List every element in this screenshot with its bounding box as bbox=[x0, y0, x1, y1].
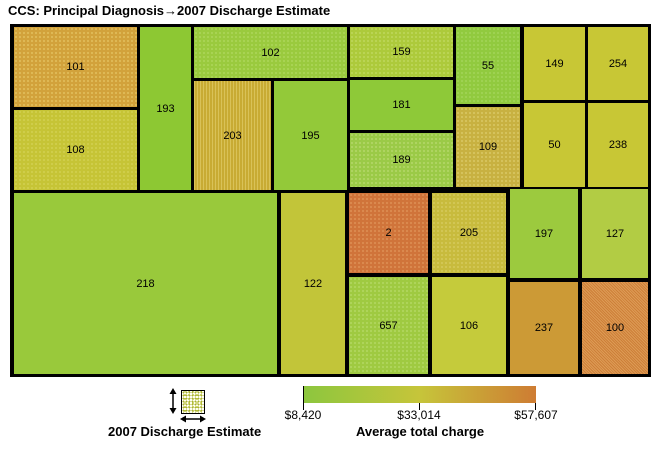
treemap-cell-203[interactable]: 203 bbox=[194, 81, 271, 190]
color-legend-min-label: $8,420 bbox=[284, 408, 322, 422]
color-legend-tick-min bbox=[303, 386, 304, 410]
treemap-cell-159[interactable]: 159 bbox=[350, 27, 453, 77]
treemap: 101 193 102 159 55 149 254 181 203 195 50 238 109 108… bbox=[10, 24, 651, 377]
treemap-cell-149[interactable]: 149 bbox=[524, 27, 585, 100]
treemap-cell-106[interactable]: 106 bbox=[432, 277, 506, 374]
treemap-cell-237[interactable]: 237 bbox=[510, 282, 578, 374]
treemap-cell-197[interactable]: 197 bbox=[510, 189, 578, 278]
treemap-cell-205[interactable]: 205 bbox=[432, 193, 506, 273]
horizontal-resize-arrow-icon bbox=[180, 415, 206, 423]
color-legend-gradient-bar bbox=[303, 386, 536, 403]
color-legend-tick-max bbox=[535, 403, 536, 410]
treemap-cell-181[interactable]: 181 bbox=[350, 80, 453, 130]
treemap-cell-238[interactable]: 238 bbox=[588, 103, 648, 187]
vertical-resize-arrow-icon bbox=[169, 388, 177, 414]
treemap-cell-55[interactable]: 55 bbox=[456, 27, 520, 104]
treemap-cell-657[interactable]: 657 bbox=[349, 277, 428, 374]
treemap-cell-218[interactable]: 218 bbox=[14, 193, 277, 374]
treemap-cell-100[interactable]: 100 bbox=[582, 282, 648, 374]
treemap-cell-189[interactable]: 189 bbox=[350, 133, 453, 187]
size-legend-label: 2007 Discharge Estimate bbox=[108, 424, 262, 439]
treemap-cell-2[interactable]: 2 bbox=[349, 193, 428, 273]
treemap-cell-122[interactable]: 122 bbox=[281, 193, 345, 374]
treemap-cell-102[interactable]: 102 bbox=[194, 27, 347, 78]
treemap-cell-108[interactable]: 108 bbox=[14, 110, 137, 190]
treemap-cell-254[interactable]: 254 bbox=[588, 27, 648, 100]
color-legend-tick-mid bbox=[419, 403, 420, 410]
color-legend-mid-label: $33,014 bbox=[397, 408, 441, 422]
treemap-cell-127[interactable]: 127 bbox=[582, 189, 648, 278]
treemap-cell-50[interactable]: 50 bbox=[524, 103, 585, 187]
treemap-cell-109[interactable]: 109 bbox=[456, 107, 520, 187]
size-legend-swatch bbox=[181, 390, 205, 414]
color-legend-title: Average total charge bbox=[355, 424, 485, 439]
treemap-cell-195[interactable]: 195 bbox=[274, 81, 347, 190]
page-title: CCS: Principal Diagnosis→2007 Discharge … bbox=[8, 3, 331, 18]
treemap-cell-101[interactable]: 101 bbox=[14, 27, 137, 107]
treemap-cell-193[interactable]: 193 bbox=[140, 27, 191, 190]
color-legend-max-label: $57,607 bbox=[514, 408, 558, 422]
